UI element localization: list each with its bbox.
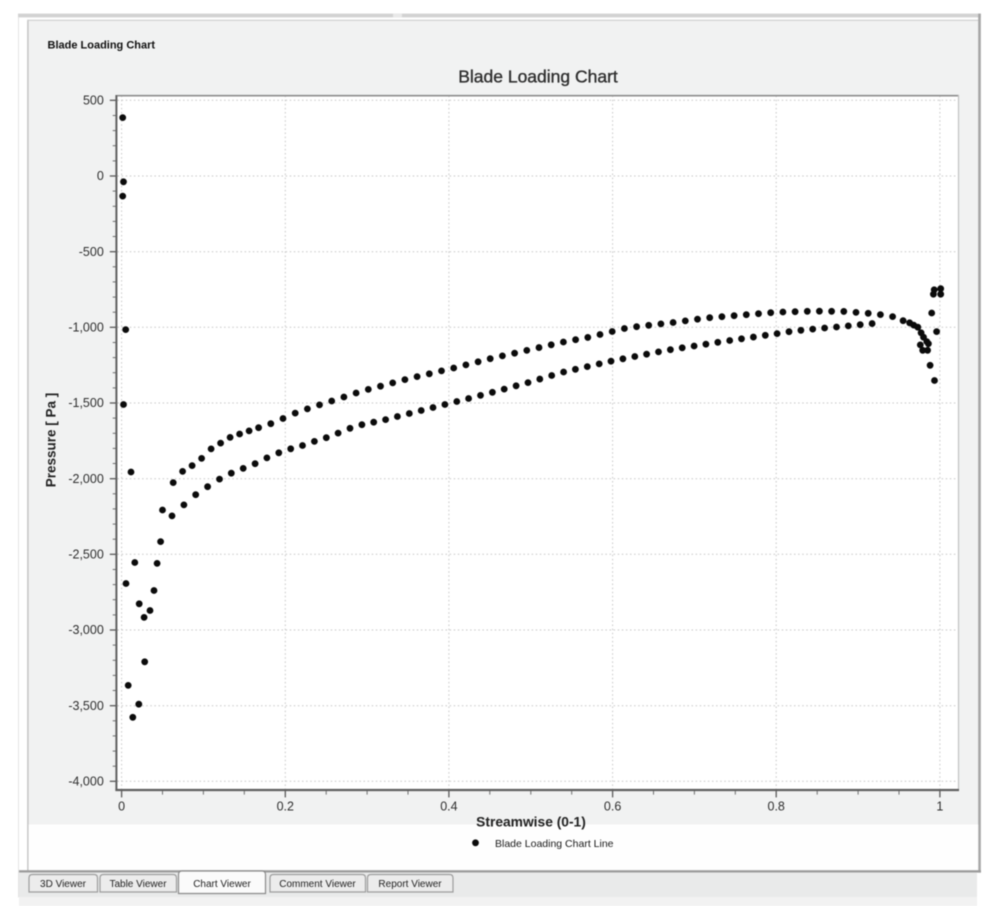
svg-text:-4,000: -4,000 [68,775,103,789]
svg-text:-3,000: -3,000 [68,623,103,637]
svg-text:Chart Viewer: Chart Viewer [193,879,251,890]
svg-text:0: 0 [118,800,125,814]
svg-text:Report Viewer: Report Viewer [378,879,442,890]
svg-text:Table Viewer: Table Viewer [109,879,167,890]
svg-text:0.6: 0.6 [604,800,621,814]
svg-text:0.4: 0.4 [440,800,457,814]
svg-text:Blade Loading Chart Line: Blade Loading Chart Line [495,838,614,850]
svg-text:1: 1 [936,800,943,814]
svg-text:Blade Loading Chart: Blade Loading Chart [458,67,618,87]
svg-text:0.2: 0.2 [277,800,294,814]
svg-text:-2,000: -2,000 [68,472,103,486]
svg-text:0: 0 [97,169,104,183]
svg-text:Streamwise (0-1): Streamwise (0-1) [476,815,586,830]
svg-text:Pressure [ Pa ]: Pressure [ Pa ] [44,393,59,488]
svg-text:Blade Loading Chart: Blade Loading Chart [48,40,156,52]
svg-text:500: 500 [83,94,104,108]
svg-text:-2,500: -2,500 [68,548,103,562]
svg-text:3D Viewer: 3D Viewer [40,879,87,890]
svg-text:-1,000: -1,000 [68,321,103,335]
svg-text:0.8: 0.8 [768,800,785,814]
svg-text:-500: -500 [79,245,104,259]
svg-text:-3,500: -3,500 [68,699,103,713]
svg-text:Comment Viewer: Comment Viewer [279,879,356,890]
svg-text:-1,500: -1,500 [68,396,103,410]
